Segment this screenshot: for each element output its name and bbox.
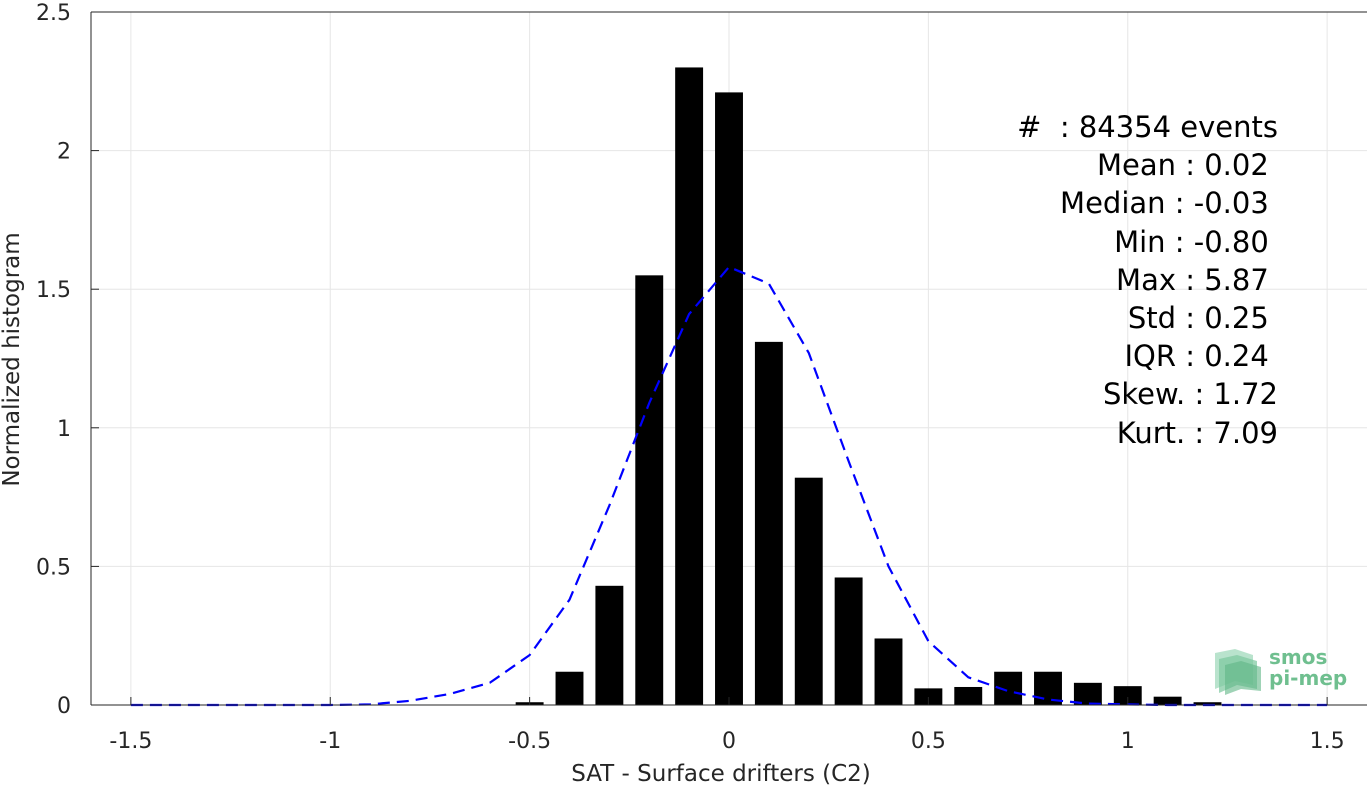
x-axis-label: SAT - Surface drifters (C2) [571,761,871,785]
x-tick-label: 0.5 [911,729,946,754]
histogram-bar [1153,696,1182,705]
histogram-bar [954,686,983,705]
histogram-bar [754,341,783,705]
stat-kurt: Kurt. : 7.09 [1116,415,1278,450]
x-tick-label: -0.5 [508,729,551,754]
logo-line2: pi-mep [1269,666,1348,690]
stat-max: Max : 5.87 [1116,262,1278,297]
x-tick-label: -1.5 [109,729,152,754]
stat-mean: Mean : 0.02 [1096,148,1278,183]
stat-std: Std : 0.25 [1127,301,1278,336]
histogram-bar [794,477,823,705]
logo-line1: smos [1269,645,1328,669]
logo-text: smos pi-mep [1269,647,1347,689]
histogram-bar [555,671,584,705]
y-tick-label: 0 [57,694,71,719]
smos-pimep-logo: smos pi-mep [1213,645,1348,695]
stat-min: Min : -0.80 [1114,224,1278,259]
histogram-bar [1073,682,1102,705]
y-tick-label: 2 [57,140,71,165]
y-tick-label: 1 [57,417,71,442]
stat-skew: Skew. : 1.72 [1102,377,1278,412]
histogram-bar [834,577,863,705]
statistics-annotation: # : 84354 events Mean : 0.02 Median : -0… [1017,108,1278,452]
stat-events: # : 84354 events [1017,110,1278,144]
histogram-bar [1113,686,1142,705]
x-tick-label: 1.5 [1310,729,1345,754]
histogram-bar [1193,702,1222,705]
y-tick-label: 2.5 [36,1,71,26]
stat-iqr: IQR : 0.24 [1124,339,1278,374]
histogram-bar [595,585,624,705]
histogram-bar [675,67,704,705]
x-tick-label: 0 [722,729,736,754]
histogram-bar [635,275,664,705]
logo-waves-icon [1215,649,1261,695]
x-tick-label: 1 [1121,729,1135,754]
y-tick-label: 1.5 [36,278,71,303]
stat-median: Median : -0.03 [1060,186,1278,221]
histogram-bar [715,92,743,705]
histogram-bar [874,638,903,705]
y-axis-label: Normalized histogram [0,232,25,486]
y-tick-label: 0.5 [36,555,71,580]
histogram-bar [914,688,943,705]
x-tick-label: -1 [319,729,341,754]
